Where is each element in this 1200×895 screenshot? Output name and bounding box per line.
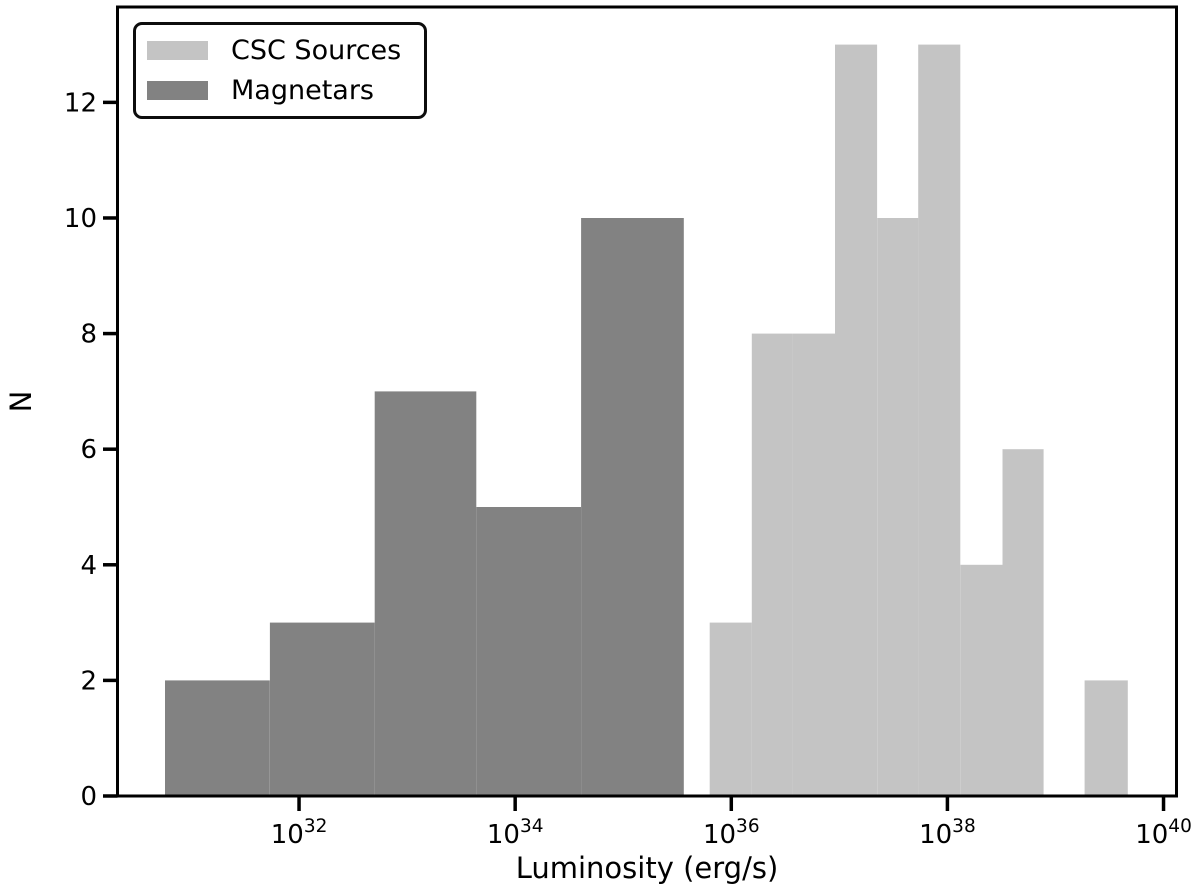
x-tick-label: 1036: [703, 816, 760, 850]
histogram-bar-magnetars-3: [476, 507, 582, 796]
histogram-bar-magnetars-0: [165, 680, 270, 796]
x-tick-label: 1034: [487, 816, 544, 850]
histogram-bar-csc-sources-2: [792, 333, 835, 796]
y-tick-label: 4: [80, 551, 97, 581]
histogram-bar-csc-sources-4: [877, 218, 919, 796]
legend-label-magnetars: Magnetars: [231, 74, 375, 106]
histogram-bar-magnetars-1: [269, 622, 375, 796]
y-tick-label: 10: [64, 204, 97, 234]
y-tick-label: 8: [80, 320, 97, 350]
y-axis-label: N: [4, 391, 38, 413]
legend-swatch-csc-sources: [147, 41, 208, 61]
bars-layer: [165, 44, 1128, 797]
plot-area-border: [116, 5, 1178, 798]
x-axis-label: Luminosity (erg/s): [516, 851, 779, 885]
y-tick-label: 2: [80, 666, 97, 696]
y-tick-label: 0: [80, 782, 97, 812]
x-tick-label: 1032: [271, 816, 328, 850]
legend-swatch-magnetars: [147, 80, 208, 100]
histogram-bar-csc-sources-0: [709, 622, 752, 796]
y-tick-label: 12: [64, 88, 97, 118]
y-tick-label: 6: [80, 435, 97, 465]
x-tick-label: 1038: [919, 816, 976, 850]
histogram-bar-csc-sources-1: [751, 333, 793, 796]
histogram-bar-csc-sources-9: [1084, 680, 1128, 796]
histogram-bar-csc-sources-7: [1002, 449, 1044, 796]
legend-label-csc-sources: CSC Sources: [231, 35, 402, 67]
histogram-bar-magnetars-4: [581, 218, 684, 796]
histogram-bar-csc-sources-3: [835, 44, 878, 797]
x-tick-label: 1040: [1135, 816, 1192, 850]
legend-item-magnetars: Magnetars: [136, 77, 424, 104]
histogram-bar-magnetars-2: [374, 391, 477, 796]
legend-item-csc-sources: CSC Sources: [136, 37, 424, 64]
legend: CSC Sources Magnetars: [133, 22, 427, 119]
histogram-bar-csc-sources-6: [960, 564, 1003, 796]
histogram-bar-csc-sources-5: [918, 44, 961, 797]
